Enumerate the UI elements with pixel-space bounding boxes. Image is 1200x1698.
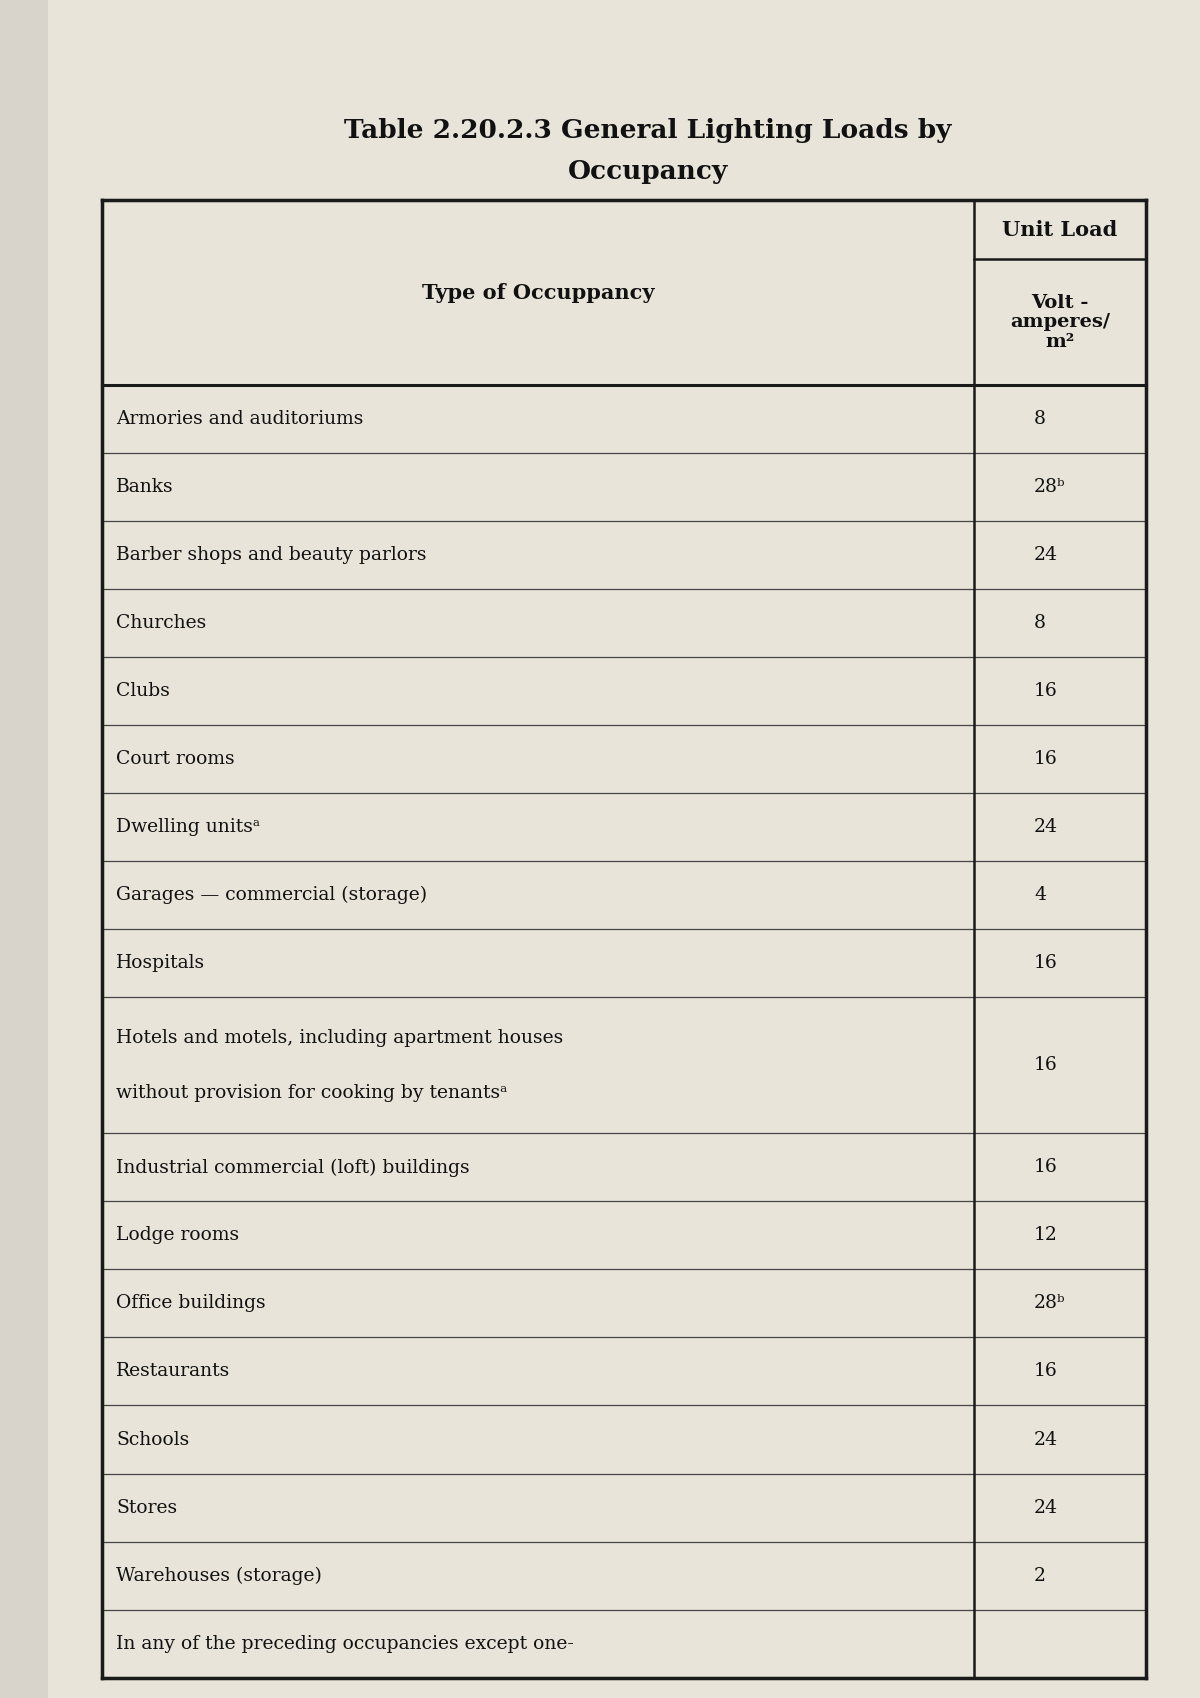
Text: Clubs: Clubs bbox=[116, 683, 170, 700]
Text: 28ᵇ: 28ᵇ bbox=[1034, 479, 1066, 496]
Text: 16: 16 bbox=[1034, 1362, 1057, 1380]
Text: 24: 24 bbox=[1034, 1499, 1058, 1516]
Text: Occupancy: Occupancy bbox=[568, 160, 728, 183]
Text: 12: 12 bbox=[1034, 1226, 1058, 1245]
Text: Churches: Churches bbox=[116, 615, 206, 632]
Text: Unit Load: Unit Load bbox=[1002, 221, 1117, 239]
Text: Stores: Stores bbox=[116, 1499, 178, 1516]
Text: 16: 16 bbox=[1034, 954, 1057, 973]
Text: Armories and auditoriums: Armories and auditoriums bbox=[116, 409, 364, 428]
Text: 16: 16 bbox=[1034, 683, 1057, 700]
Text: Warehouses (storage): Warehouses (storage) bbox=[116, 1567, 323, 1584]
Text: Garages — commercial (storage): Garages — commercial (storage) bbox=[116, 886, 427, 905]
Text: 16: 16 bbox=[1034, 1158, 1057, 1177]
Text: In any of the preceding occupancies except one-: In any of the preceding occupancies exce… bbox=[116, 1635, 575, 1652]
Text: Dwelling unitsᵃ: Dwelling unitsᵃ bbox=[116, 818, 260, 835]
Text: amperes/: amperes/ bbox=[1010, 312, 1110, 331]
Text: Table 2.20.2.3 General Lighting Loads by: Table 2.20.2.3 General Lighting Loads by bbox=[344, 119, 952, 143]
Text: 4: 4 bbox=[1034, 886, 1046, 905]
Text: 8: 8 bbox=[1034, 615, 1046, 632]
Text: 16: 16 bbox=[1034, 1056, 1057, 1075]
Text: Barber shops and beauty parlors: Barber shops and beauty parlors bbox=[116, 547, 427, 564]
Text: Volt -: Volt - bbox=[1031, 294, 1088, 312]
Text: without provision for cooking by tenantsᵃ: without provision for cooking by tenants… bbox=[116, 1083, 508, 1102]
Text: m²: m² bbox=[1045, 333, 1074, 350]
Text: 24: 24 bbox=[1034, 1430, 1058, 1448]
Text: Banks: Banks bbox=[116, 479, 174, 496]
Text: Office buildings: Office buildings bbox=[116, 1294, 266, 1313]
Text: 2: 2 bbox=[1034, 1567, 1046, 1584]
Text: 24: 24 bbox=[1034, 547, 1058, 564]
Text: Lodge rooms: Lodge rooms bbox=[116, 1226, 240, 1245]
Text: Court rooms: Court rooms bbox=[116, 751, 235, 767]
Text: Hotels and motels, including apartment houses: Hotels and motels, including apartment h… bbox=[116, 1029, 564, 1048]
Text: 8: 8 bbox=[1034, 409, 1046, 428]
Text: Schools: Schools bbox=[116, 1430, 190, 1448]
Text: Hospitals: Hospitals bbox=[116, 954, 205, 973]
Text: 16: 16 bbox=[1034, 751, 1057, 767]
Text: 24: 24 bbox=[1034, 818, 1058, 835]
Text: Industrial commercial (loft) buildings: Industrial commercial (loft) buildings bbox=[116, 1158, 470, 1177]
Text: 28ᵇ: 28ᵇ bbox=[1034, 1294, 1066, 1313]
Text: Restaurants: Restaurants bbox=[116, 1362, 230, 1380]
Text: Type of Occuppancy: Type of Occuppancy bbox=[421, 282, 654, 302]
